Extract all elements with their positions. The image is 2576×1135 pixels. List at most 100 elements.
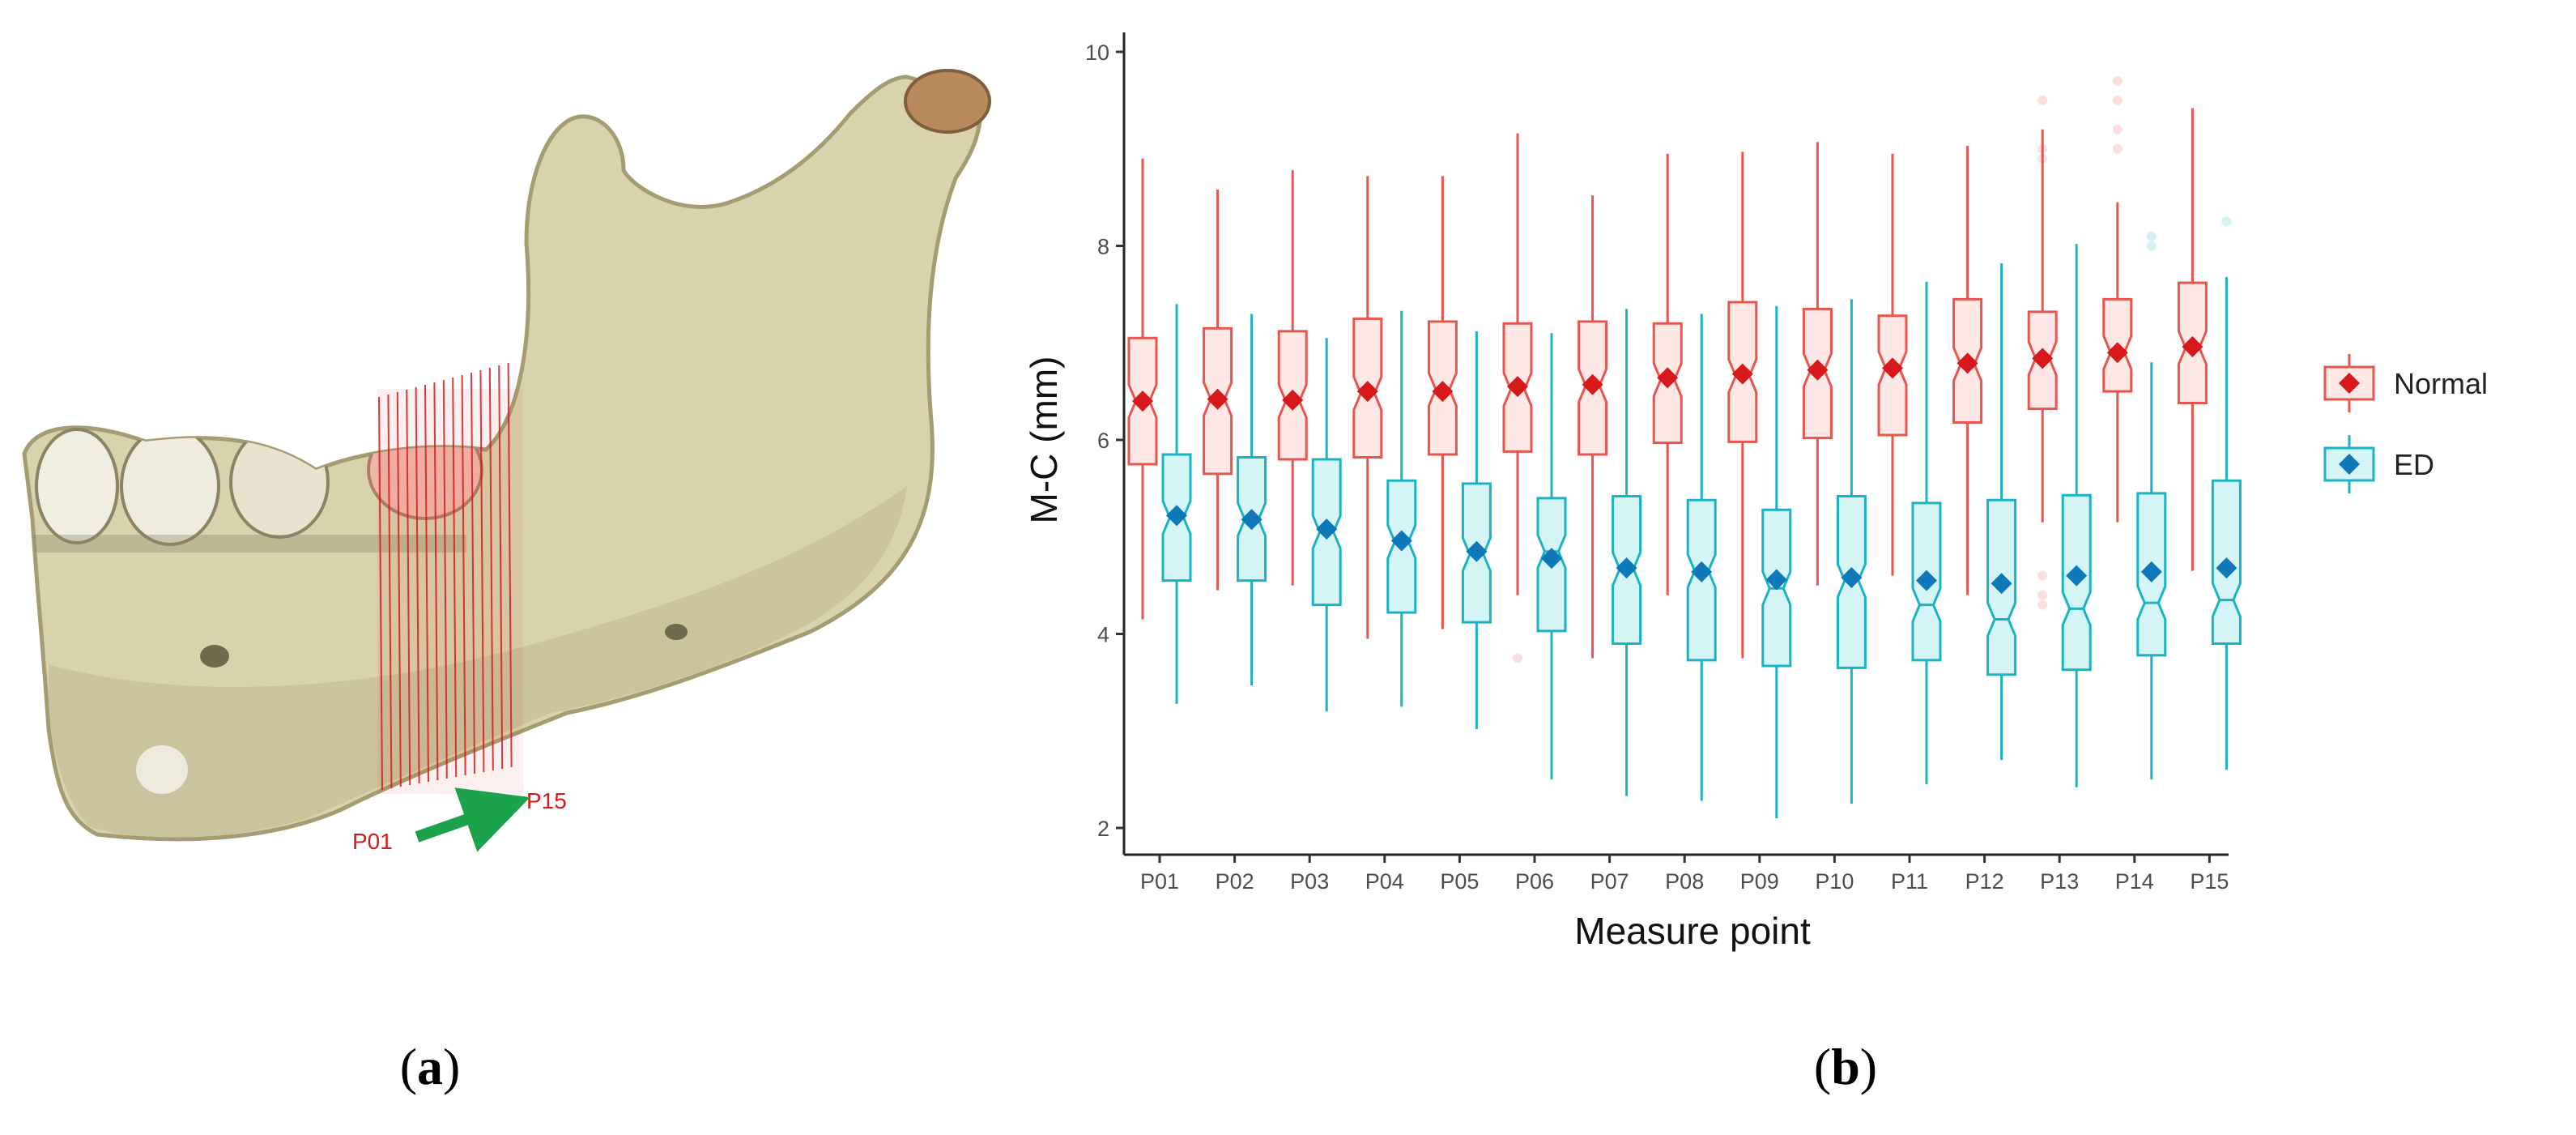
outlier-point — [2112, 95, 2123, 105]
mean-marker — [1316, 518, 1338, 540]
bone-highlight — [136, 745, 188, 794]
y-tick-label: 6 — [1097, 429, 1109, 453]
mean-marker — [1882, 357, 1903, 379]
legend: Normal ED — [2323, 354, 2488, 493]
boxplot-chart: 2 4 6 8 10 P01 P02 P03 P04 P05 P06 P07 P08 P09 P10 P11 P… — [1023, 32, 2242, 952]
legend-marker — [2339, 373, 2360, 394]
mean-marker — [1765, 569, 1787, 591]
mean-marker — [2066, 565, 2088, 587]
panel-b-close: ) — [1860, 1038, 1877, 1095]
y-tick-label: 2 — [1097, 817, 1109, 841]
y-tick-label: 8 — [1097, 235, 1109, 259]
mean-marker — [1541, 548, 1562, 570]
measure-line — [396, 391, 402, 787]
panel-a-open: ( — [400, 1038, 417, 1095]
series-ed — [1161, 216, 2242, 819]
measure-line — [415, 386, 420, 784]
mental-foramen — [200, 645, 229, 668]
y-tick-label: 4 — [1097, 623, 1109, 647]
measure-line — [378, 396, 383, 791]
mean-marker — [1390, 530, 1412, 552]
measurement-lines — [377, 362, 523, 794]
measure-line — [387, 394, 393, 789]
x-tick-label: P02 — [1216, 869, 1254, 894]
mean-marker — [1241, 509, 1262, 531]
mean-marker — [2032, 348, 2054, 369]
measure-line — [461, 374, 466, 776]
x-tick-label: P06 — [1515, 869, 1554, 894]
mean-marker — [2106, 342, 2128, 364]
mean-marker — [1616, 557, 1637, 579]
mean-marker — [2140, 561, 2162, 582]
mean-marker — [1466, 540, 1488, 562]
mean-marker — [2216, 557, 2238, 579]
panel-label-a: (a) — [400, 1038, 461, 1095]
measure-line — [433, 382, 439, 781]
panel-label-b: (b) — [1814, 1038, 1877, 1095]
outlier-point — [2037, 143, 2048, 154]
mean-marker — [1807, 359, 1829, 381]
mean-marker — [1956, 352, 1978, 374]
mean-marker — [1282, 389, 1304, 411]
mean-marker — [1432, 381, 1454, 403]
measure-line — [470, 372, 475, 774]
panel-b-letter: b — [1831, 1038, 1860, 1095]
measure-line — [507, 362, 513, 768]
legend-label: Normal — [2394, 367, 2488, 400]
measure-region — [377, 389, 523, 794]
outlier-point — [2221, 216, 2232, 227]
x-tick-label: P14 — [2115, 869, 2154, 894]
x-tick-label: P12 — [1965, 869, 2004, 894]
mean-marker — [1132, 390, 1153, 412]
outlier-point — [1513, 653, 1522, 664]
mean-marker — [1166, 505, 1187, 527]
outlier-point — [2112, 143, 2123, 154]
mandible-illustration: P01 P15 — [22, 69, 991, 854]
panel-a-close: ) — [443, 1038, 460, 1095]
mandible-shadow — [49, 486, 907, 838]
x-tick-label: P08 — [1665, 869, 1704, 894]
x-tick-label: P07 — [1590, 869, 1629, 894]
panel-b-open: ( — [1814, 1038, 1831, 1095]
outlier-point — [2112, 75, 2123, 86]
mean-marker — [1657, 367, 1679, 389]
outlier-point — [2037, 600, 2048, 610]
measure-line — [424, 384, 429, 783]
measure-line — [442, 379, 448, 779]
x-tick-label: P01 — [1140, 869, 1179, 894]
x-tick-label: P04 — [1365, 869, 1404, 894]
end-point-label: P15 — [526, 788, 567, 813]
measure-line — [479, 369, 485, 773]
legend-marker — [2339, 454, 2360, 475]
mean-marker — [1731, 363, 1753, 385]
mean-marker — [1991, 573, 2012, 595]
x-axis-title: Measure point — [1574, 910, 1811, 952]
mean-marker — [1916, 570, 1937, 591]
x-tick-label: P13 — [2040, 869, 2079, 894]
mean-marker — [1507, 376, 1528, 398]
outlier-point — [2037, 153, 2048, 164]
x-tick-label: P03 — [1290, 869, 1329, 894]
x-tick-label: P05 — [1440, 869, 1479, 894]
mean-marker — [1841, 567, 1863, 589]
start-point-label: P01 — [352, 829, 393, 854]
x-tick-label: P09 — [1740, 869, 1779, 894]
measure-line — [406, 389, 411, 786]
series-normal — [1127, 75, 2208, 664]
outlier-point — [2112, 124, 2123, 134]
condyle — [904, 69, 991, 134]
mean-marker — [1356, 381, 1378, 403]
x-tick-label: P10 — [1815, 869, 1854, 894]
outlier-point — [2037, 570, 2048, 581]
panel-a-letter: a — [417, 1038, 443, 1095]
x-tick-label: P15 — [2190, 869, 2229, 894]
mean-marker — [1582, 373, 1603, 395]
mean-marker — [2182, 336, 2203, 358]
outlier-point — [2146, 241, 2157, 251]
measure-line — [488, 367, 494, 771]
y-axis-title: M-C (mm) — [1023, 356, 1065, 524]
measure-line — [498, 365, 504, 770]
mean-marker — [1691, 561, 1713, 582]
mean-marker — [1207, 388, 1228, 410]
